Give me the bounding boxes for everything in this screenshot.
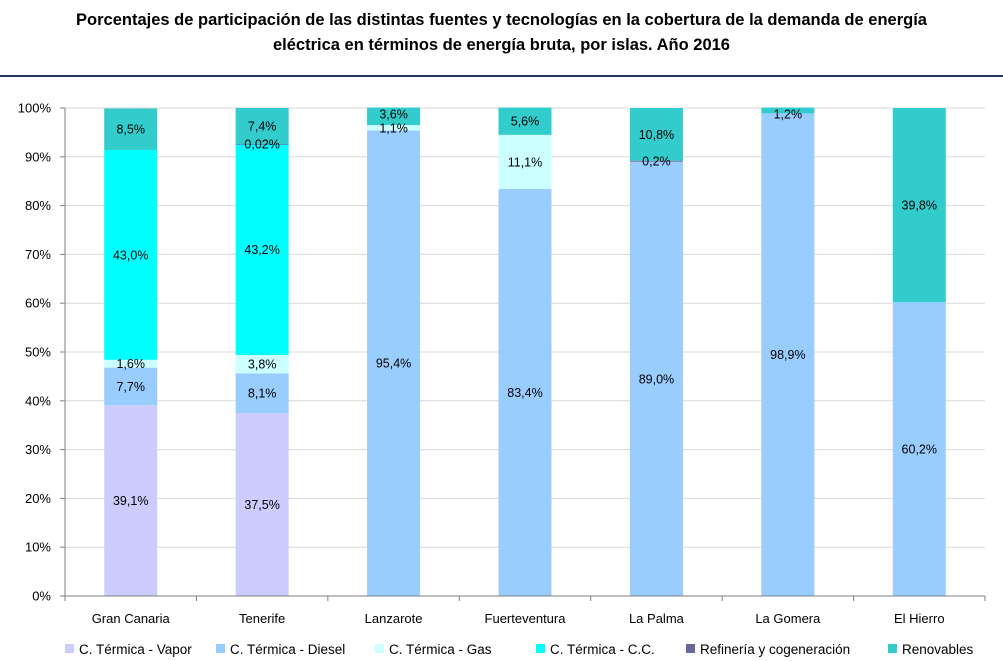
data-label: 8,5%	[116, 123, 145, 137]
data-labels: 39,1% 7,7% 1,6% 43,0% 8,5% 37,5% 8,1% 3,8% 43,2%…	[113, 108, 937, 513]
y-tick-label: 20%	[25, 491, 51, 506]
y-tick-label: 60%	[25, 296, 51, 311]
x-tick-label: El Hierro	[894, 611, 945, 626]
data-label: 7,4%	[248, 119, 277, 133]
bar-segment	[629, 161, 683, 596]
bar-segment	[761, 107, 815, 114]
data-label: 37,5%	[244, 498, 279, 512]
legend-swatch	[65, 644, 74, 653]
data-label: 10,8%	[639, 128, 674, 142]
bar-segment	[498, 134, 552, 190]
bar-segment	[498, 107, 552, 135]
bar-segment	[367, 125, 421, 131]
bar-segment	[104, 405, 158, 596]
legend-swatch	[536, 644, 545, 653]
data-label: 89,0%	[639, 372, 674, 386]
bar-segment	[235, 144, 289, 145]
bar-segment	[892, 302, 946, 596]
data-label: 1,1%	[379, 121, 408, 135]
y-tick-label: 100%	[18, 101, 52, 116]
data-label: 39,1%	[113, 494, 148, 508]
data-label: 95,4%	[376, 357, 411, 371]
bar-segment	[235, 107, 289, 145]
y-tick-label: 70%	[25, 247, 51, 262]
legend-label: Renovables	[902, 642, 974, 657]
y-tick-label: 90%	[25, 149, 51, 164]
bar-segment	[498, 189, 552, 596]
legend-label: Refinería y cogeneración	[700, 642, 850, 657]
x-tick-label: La Palma	[629, 611, 685, 626]
bar-segment	[235, 373, 289, 413]
data-label: 60,2%	[902, 443, 937, 457]
title-divider	[0, 75, 1003, 77]
legend-label: C. Térmica - Diesel	[230, 642, 345, 657]
bar-segment	[104, 359, 158, 368]
x-tick-label: La Gomera	[755, 611, 821, 626]
bar-segment	[629, 108, 683, 161]
bars	[104, 107, 946, 597]
legend-swatch	[686, 644, 695, 653]
data-label: 43,0%	[113, 248, 148, 262]
data-label: 1,6%	[116, 357, 145, 371]
y-tick-label: 30%	[25, 442, 51, 457]
data-label: 0,02%	[244, 138, 279, 152]
legend-label: C. Térmica - C.C.	[550, 642, 655, 657]
y-tick-label: 10%	[25, 540, 51, 555]
data-label: 98,9%	[770, 348, 805, 362]
data-label: 83,4%	[507, 386, 542, 400]
bar-segment	[235, 144, 289, 355]
data-label: 3,8%	[248, 358, 277, 372]
bar-segment	[104, 367, 158, 406]
bar-segment	[629, 160, 683, 162]
chart-title: Porcentajes de participación de las dist…	[0, 8, 1003, 58]
y-tick-label: 80%	[25, 198, 51, 213]
bar-segment	[367, 107, 421, 126]
y-tick-label: 40%	[25, 393, 51, 408]
x-tick-label: Fuerteventura	[485, 611, 567, 626]
data-label: 5,6%	[511, 115, 540, 129]
bar-segment	[892, 108, 946, 303]
bar-segment	[761, 113, 815, 597]
data-label: 3,6%	[379, 108, 408, 122]
bar-segment	[235, 354, 289, 374]
legend: C. Térmica - Vapor C. Térmica - Diesel C. …	[65, 642, 974, 657]
legend-swatch	[375, 644, 384, 653]
chart-title-line-1: Porcentajes de participación de las dist…	[76, 11, 927, 29]
chart-title-line-2: eléctrica en términos de energía bruta, …	[273, 36, 730, 54]
legend-swatch	[216, 644, 225, 653]
data-label: 7,7%	[116, 380, 145, 394]
bar-segment	[104, 149, 158, 360]
legend-label: C. Térmica - Gas	[389, 642, 492, 657]
data-label: 11,1%	[508, 155, 543, 169]
x-tick-label: Lanzarote	[365, 611, 423, 626]
data-label: 8,1%	[248, 387, 277, 401]
bar-segment	[235, 413, 289, 596]
data-label: 43,2%	[244, 243, 279, 257]
data-label: 1,2%	[774, 108, 803, 122]
data-label: 0,2%	[642, 155, 671, 169]
axes: 0% 10% 20% 30% 40% 50% 60% 70% 80% 90% 100% Gran Ca…	[18, 101, 986, 626]
y-tick-label: 50%	[25, 345, 51, 360]
y-tick-label: 0%	[32, 589, 51, 604]
legend-swatch	[888, 644, 897, 653]
legend-label: C. Térmica - Vapor	[79, 642, 192, 657]
data-label: 39,8%	[902, 199, 937, 213]
x-tick-label: Tenerife	[239, 611, 285, 626]
bar-segment	[104, 108, 158, 150]
bar-segment	[367, 130, 421, 596]
x-tick-label: Gran Canaria	[92, 611, 171, 626]
